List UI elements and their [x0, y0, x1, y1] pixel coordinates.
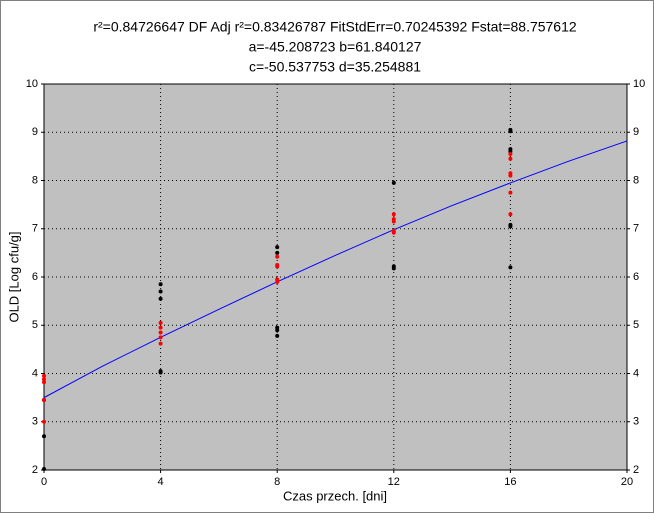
- y-tick-label: 6: [32, 271, 38, 283]
- y2-tick-label: 2: [633, 464, 639, 476]
- data-point: [275, 254, 280, 259]
- x-tick-label: 20: [621, 476, 633, 488]
- y-axis-label: OLD [Log cfu/g]: [6, 231, 21, 322]
- data-point: [275, 250, 280, 255]
- y-tick-label: 10: [26, 78, 38, 90]
- x-axis-label: Czas przech. [dni]: [283, 488, 387, 503]
- data-point: [158, 325, 163, 330]
- data-point: [42, 373, 46, 378]
- data-point: [508, 129, 513, 134]
- y-tick-label: 7: [32, 223, 38, 235]
- data-point: [42, 419, 46, 424]
- data-point: [42, 467, 46, 472]
- x-tick-label: 4: [158, 476, 164, 488]
- chart-title: a=-45.208723 b=61.840127: [249, 39, 422, 55]
- y2-tick-label: 10: [633, 78, 645, 90]
- y2-tick-label: 4: [633, 367, 639, 379]
- data-point: [158, 289, 163, 294]
- data-point: [508, 151, 513, 156]
- data-point: [275, 328, 280, 333]
- data-point: [508, 156, 513, 161]
- y-tick-label: 8: [32, 174, 38, 186]
- x-tick-label: 0: [41, 476, 47, 488]
- data-point: [508, 190, 513, 195]
- chart-title: c=-50.537753 d=35.254881: [249, 59, 421, 75]
- chart-title: r²=0.84726647 DF Adj r²=0.83426787 FitSt…: [93, 19, 577, 35]
- data-point: [391, 212, 396, 217]
- y-tick-label: 9: [32, 126, 38, 138]
- data-point: [391, 180, 396, 185]
- data-point: [275, 245, 280, 250]
- data-point: [508, 265, 513, 270]
- y2-tick-label: 9: [633, 126, 639, 138]
- data-point: [391, 219, 396, 224]
- y2-tick-label: 5: [633, 319, 639, 331]
- data-point: [508, 173, 513, 178]
- y-tick-label: 3: [32, 416, 38, 428]
- y2-tick-label: 7: [633, 223, 639, 235]
- fit-curve: [43, 140, 628, 399]
- y-tick-label: 4: [32, 367, 38, 379]
- y2-tick-label: 6: [633, 271, 639, 283]
- data-point: [391, 230, 396, 235]
- data-point: [42, 398, 46, 403]
- data-point: [158, 282, 163, 287]
- y2-tick-label: 8: [633, 174, 639, 186]
- data-point: [275, 333, 280, 338]
- data-point: [158, 341, 163, 346]
- y-tick-label: 5: [32, 319, 38, 331]
- y2-tick-label: 3: [633, 416, 639, 428]
- data-point: [42, 380, 46, 385]
- x-tick-label: 12: [388, 476, 400, 488]
- data-point: [42, 434, 46, 439]
- data-point: [158, 335, 163, 340]
- data-point: [158, 296, 163, 301]
- data-point: [508, 212, 513, 217]
- x-tick-label: 8: [274, 476, 280, 488]
- x-tick-label: 16: [504, 476, 516, 488]
- data-point: [508, 224, 513, 229]
- data-point: [391, 266, 396, 271]
- data-point: [158, 370, 163, 375]
- plot-area: [43, 83, 628, 471]
- data-point: [275, 279, 280, 284]
- data-point: [158, 320, 163, 325]
- data-point: [275, 264, 280, 269]
- data-point: [42, 377, 46, 382]
- y-tick-label: 2: [32, 464, 38, 476]
- data-point: [158, 330, 163, 335]
